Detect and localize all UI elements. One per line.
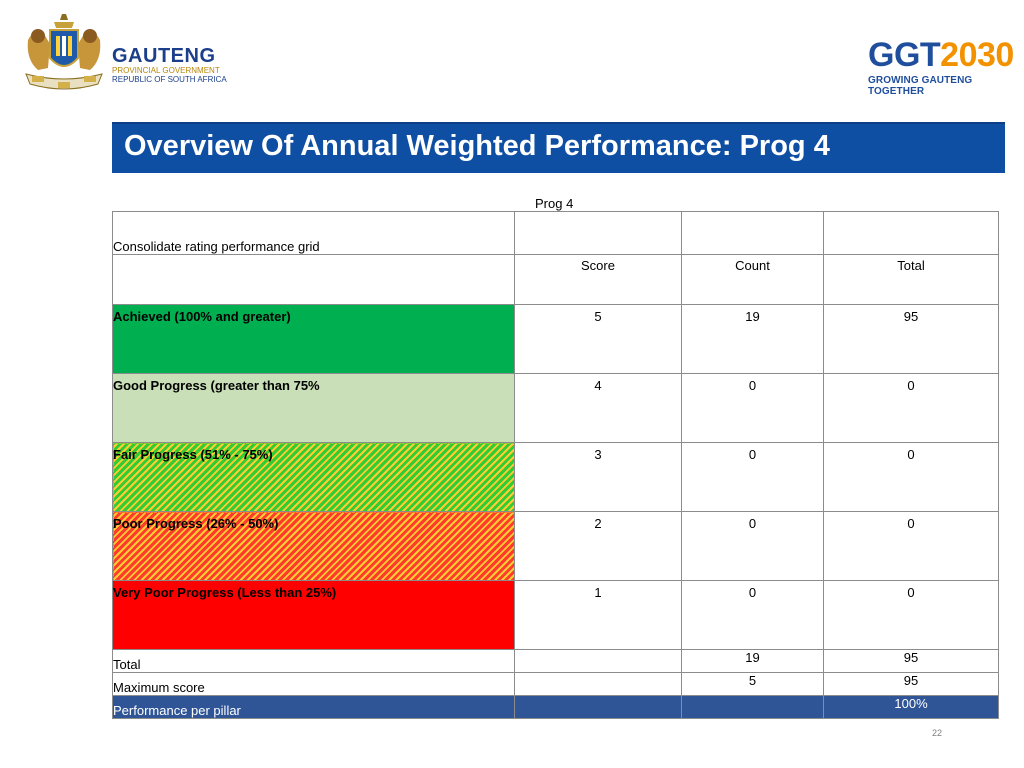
table-caption: Prog 4 — [535, 196, 574, 211]
table-row-performance-per-pillar: Performance per pillar 100% — [112, 695, 999, 719]
score-cell: 5 — [514, 304, 682, 374]
empty-cell — [112, 254, 515, 305]
row-label: Very Poor Progress (Less than 25%) — [112, 580, 515, 650]
row-label: Maximum score — [112, 672, 515, 696]
table-header-row: Consolidate rating performance grid — [112, 211, 999, 255]
empty-cell — [514, 672, 682, 696]
empty-cell — [681, 211, 824, 255]
count-cell: 0 — [681, 442, 824, 512]
title-bar: Overview Of Annual Weighted Performance:… — [112, 122, 1005, 173]
total-cell: 95 — [823, 672, 999, 696]
ggt-wordmark: GGT2030 — [868, 36, 1014, 74]
table-row-maximum-score: Maximum score 5 95 — [112, 672, 999, 696]
ggt-tagline: GROWING GAUTENG TOGETHER — [868, 75, 973, 97]
gauteng-coat-of-arms-logo — [14, 10, 204, 100]
row-label: Performance per pillar — [112, 695, 515, 719]
row-label: Good Progress (greater than 75% — [112, 373, 515, 443]
org-name: GAUTENG — [112, 45, 216, 67]
table-row-good-progress: Good Progress (greater than 75% 4 0 0 — [112, 373, 999, 443]
column-header-row: Score Count Total — [112, 254, 999, 305]
empty-cell — [514, 695, 682, 719]
page-number: 22 — [932, 728, 943, 738]
ggt2030-logo: GGT2030 GROWING GAUTENG TOGETHER — [868, 36, 1014, 97]
page-title: Overview Of Annual Weighted Performance:… — [124, 130, 830, 162]
column-header-score: Score — [514, 254, 682, 305]
score-cell: 2 — [514, 511, 682, 581]
row-label: Fair Progress (51% - 75%) — [112, 442, 515, 512]
empty-cell — [681, 695, 824, 719]
table-row-fair-progress: Fair Progress (51% - 75%) 3 0 0 — [112, 442, 999, 512]
total-cell: 95 — [823, 304, 999, 374]
table-row-total: Total 19 95 — [112, 649, 999, 673]
total-cell: 0 — [823, 580, 999, 650]
ggt-letters: GGT — [868, 36, 941, 74]
gauteng-wordmark: GAUTENG PROVINCIAL GOVERNMENT REPUBLIC O… — [112, 46, 227, 84]
column-header-count: Count — [681, 254, 824, 305]
org-subtitle-1: PROVINCIAL GOVERNMENT — [112, 66, 220, 75]
total-cell: 0 — [823, 511, 999, 581]
total-cell: 95 — [823, 649, 999, 673]
empty-cell — [514, 211, 682, 255]
total-cell: 0 — [823, 442, 999, 512]
table-row-achieved: Achieved (100% and greater) 5 19 95 — [112, 304, 999, 374]
grid-label: Consolidate rating performance grid — [112, 211, 515, 255]
count-cell: 5 — [681, 672, 824, 696]
row-label: Total — [112, 649, 515, 673]
org-subtitle-2: REPUBLIC OF SOUTH AFRICA — [112, 75, 227, 84]
empty-cell — [823, 211, 999, 255]
total-cell: 0 — [823, 373, 999, 443]
table-row-very-poor-progress: Very Poor Progress (Less than 25%) 1 0 0 — [112, 580, 999, 650]
count-cell: 19 — [681, 304, 824, 374]
count-cell: 0 — [681, 580, 824, 650]
row-label: Achieved (100% and greater) — [112, 304, 515, 374]
score-cell: 1 — [514, 580, 682, 650]
count-cell: 0 — [681, 373, 824, 443]
total-cell: 100% — [823, 695, 999, 719]
row-label: Poor Progress (26% - 50%) — [112, 511, 515, 581]
score-cell: 4 — [514, 373, 682, 443]
count-cell: 19 — [681, 649, 824, 673]
column-header-total: Total — [823, 254, 999, 305]
count-cell: 0 — [681, 511, 824, 581]
coat-of-arms-icon — [25, 14, 103, 90]
performance-table: Consolidate rating performance grid Scor… — [112, 211, 999, 719]
score-cell: 3 — [514, 442, 682, 512]
table-row-poor-progress: Poor Progress (26% - 50%) 2 0 0 — [112, 511, 999, 581]
ggt-year: 2030 — [940, 36, 1014, 74]
empty-cell — [514, 649, 682, 673]
